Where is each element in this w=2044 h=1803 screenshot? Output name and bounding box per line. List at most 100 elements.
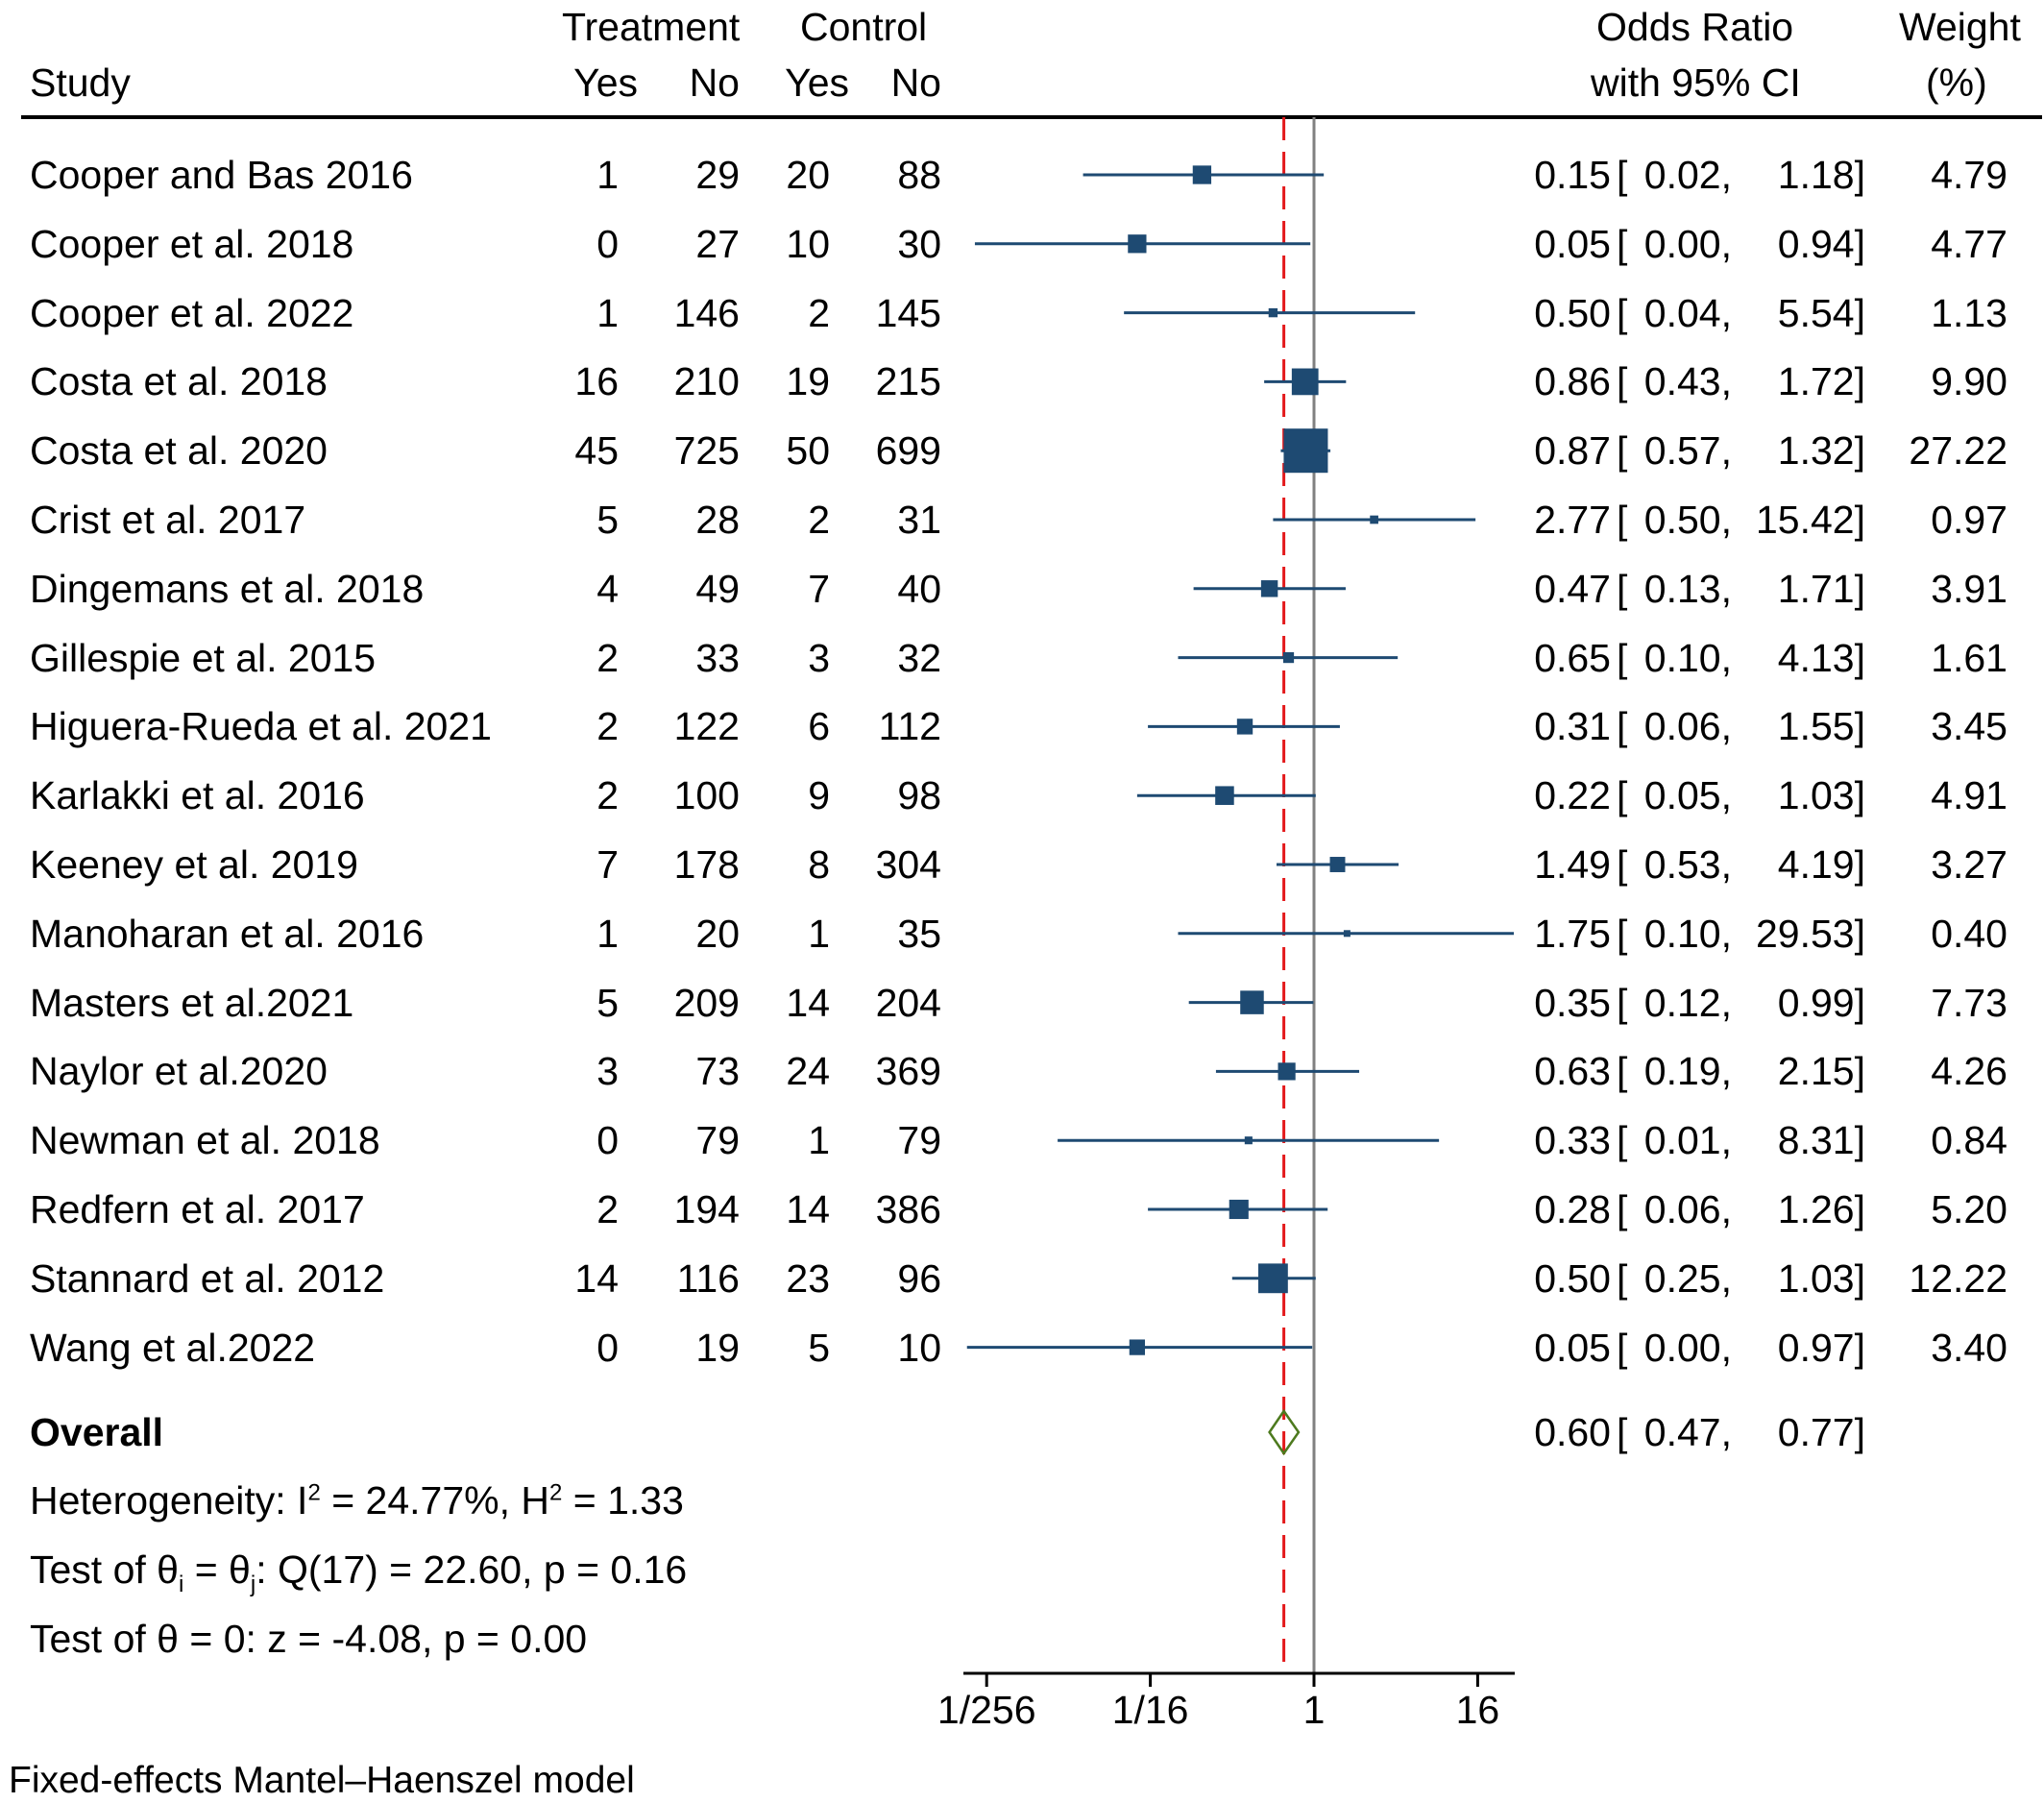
ci-upper-value: 0.97] <box>1777 1325 1865 1370</box>
study-marker <box>1343 930 1350 938</box>
header-treatment-yes: Yes <box>573 61 638 105</box>
treatment-yes-value: 16 <box>574 359 619 404</box>
ci-bracket: [ <box>1617 842 1628 887</box>
study-marker <box>1278 1062 1296 1081</box>
control-no-value: 79 <box>897 1118 941 1163</box>
treatment-yes-value: 5 <box>596 980 619 1025</box>
study-marker <box>1260 580 1278 597</box>
control-yes-value: 1 <box>808 911 830 956</box>
ci-upper-value: 15.42] <box>1756 498 1865 542</box>
treatment-yes-value: 14 <box>574 1255 619 1301</box>
ci-lower-value: 0.00, <box>1643 221 1732 266</box>
weight-value: 9.90 <box>1931 359 2008 404</box>
treatment-no-value: 79 <box>695 1118 740 1163</box>
treatment-yes-value: 2 <box>596 773 619 818</box>
ci-lower-value: 0.06, <box>1643 704 1732 749</box>
study-name: Costa et al. 2020 <box>30 428 328 474</box>
ci-bracket: [ <box>1617 1187 1628 1231</box>
x-tick-label: 1/16 <box>1112 1688 1189 1732</box>
ci-bracket: [ <box>1617 911 1628 956</box>
ci-upper-value: 1.32] <box>1777 428 1865 474</box>
overall-hi: 0.77] <box>1777 1410 1865 1454</box>
study-name: Higuera-Rueda et al. 2021 <box>30 704 492 749</box>
treatment-yes-value: 4 <box>596 566 619 611</box>
ci-bracket: [ <box>1617 1118 1628 1163</box>
header-or-line1: Odds Ratio <box>1596 5 1794 49</box>
control-yes-value: 14 <box>786 980 830 1025</box>
ci-bracket: [ <box>1617 635 1628 680</box>
control-yes-value: 2 <box>808 498 830 542</box>
ci-upper-value: 4.13] <box>1777 635 1865 680</box>
control-yes-value: 6 <box>808 704 830 749</box>
odds-ratio-value: 1.49 <box>1534 842 1611 887</box>
ci-bracket: [ <box>1617 566 1628 611</box>
ci-upper-value: 5.54] <box>1777 290 1865 335</box>
control-yes-value: 7 <box>808 566 830 611</box>
study-name: Stannard et al. 2012 <box>30 1255 385 1301</box>
treatment-yes-value: 1 <box>596 911 619 956</box>
treatment-yes-value: 0 <box>596 1118 619 1163</box>
ci-lower-value: 0.19, <box>1643 1049 1732 1094</box>
weight-value: 3.27 <box>1931 842 2008 887</box>
header-control: Control <box>800 5 928 49</box>
weight-value: 7.73 <box>1931 980 2008 1025</box>
control-yes-value: 50 <box>786 428 830 474</box>
ci-upper-value: 0.99] <box>1777 980 1865 1025</box>
control-no-value: 215 <box>875 359 941 404</box>
header-study: Study <box>30 61 131 105</box>
treatment-yes-value: 1 <box>596 153 619 197</box>
ci-bracket: [ <box>1617 1049 1628 1094</box>
treatment-yes-value: 2 <box>596 635 619 680</box>
ci-bracket: [ <box>1617 1325 1628 1370</box>
header-treatment: Treatment <box>562 5 741 49</box>
study-name: Manoharan et al. 2016 <box>30 911 425 956</box>
control-yes-value: 14 <box>786 1187 830 1231</box>
header-treatment-no: No <box>689 61 740 105</box>
treatment-no-value: 28 <box>695 498 740 542</box>
control-yes-value: 1 <box>808 1118 830 1163</box>
ci-bracket: [ <box>1617 773 1628 818</box>
overall-label: Overall <box>30 1410 164 1454</box>
control-no-value: 386 <box>875 1187 941 1231</box>
study-name: Karlakki et al. 2016 <box>30 773 365 818</box>
ci-upper-value: 4.19] <box>1777 842 1865 887</box>
footnote: Fixed-effects Mantel–Haenszel model <box>9 1760 635 1801</box>
x-tick-label: 1 <box>1303 1688 1326 1732</box>
study-marker <box>1282 652 1295 664</box>
treatment-no-value: 19 <box>695 1325 740 1370</box>
ci-lower-value: 0.57, <box>1643 428 1732 474</box>
ci-bracket: [ <box>1617 359 1628 404</box>
study-name: Cooper and Bas 2016 <box>30 153 413 197</box>
control-yes-value: 24 <box>786 1049 830 1094</box>
control-no-value: 96 <box>897 1255 941 1301</box>
ci-upper-value: 0.94] <box>1777 221 1865 266</box>
weight-value: 12.22 <box>1909 1255 2008 1301</box>
weight-value: 4.79 <box>1931 153 2008 197</box>
ci-lower-value: 0.06, <box>1643 1187 1732 1231</box>
treatment-no-value: 27 <box>695 221 740 266</box>
treatment-yes-value: 0 <box>596 1325 619 1370</box>
study-name: Costa et al. 2018 <box>30 359 328 404</box>
header-weight-line1: Weight <box>1899 5 2021 49</box>
control-no-value: 369 <box>875 1049 941 1094</box>
study-marker <box>1240 990 1264 1014</box>
heterogeneity-text: Heterogeneity: I2 = 24.77%, H2 = 1.33 <box>30 1478 684 1523</box>
overall-lo: 0.47, <box>1643 1410 1732 1454</box>
ci-upper-value: 8.31] <box>1777 1118 1865 1163</box>
control-no-value: 31 <box>897 498 941 542</box>
treatment-no-value: 178 <box>673 842 740 887</box>
treatment-no-value: 100 <box>673 773 740 818</box>
control-no-value: 30 <box>897 221 941 266</box>
treatment-yes-value: 2 <box>596 704 619 749</box>
ci-lower-value: 0.43, <box>1643 359 1732 404</box>
ci-lower-value: 0.13, <box>1643 566 1732 611</box>
ci-lower-value: 0.01, <box>1643 1118 1732 1163</box>
odds-ratio-value: 0.35 <box>1534 980 1611 1025</box>
header-or-line2: with 95% CI <box>1591 61 1801 105</box>
ci-lower-value: 0.04, <box>1643 290 1732 335</box>
test-z-text: Test of θ = 0: z = -4.08, p = 0.00 <box>30 1617 588 1661</box>
odds-ratio-value: 0.05 <box>1534 1325 1611 1370</box>
odds-ratio-value: 0.22 <box>1534 773 1611 818</box>
odds-ratio-value: 0.87 <box>1534 428 1611 474</box>
study-marker <box>1229 1199 1249 1220</box>
